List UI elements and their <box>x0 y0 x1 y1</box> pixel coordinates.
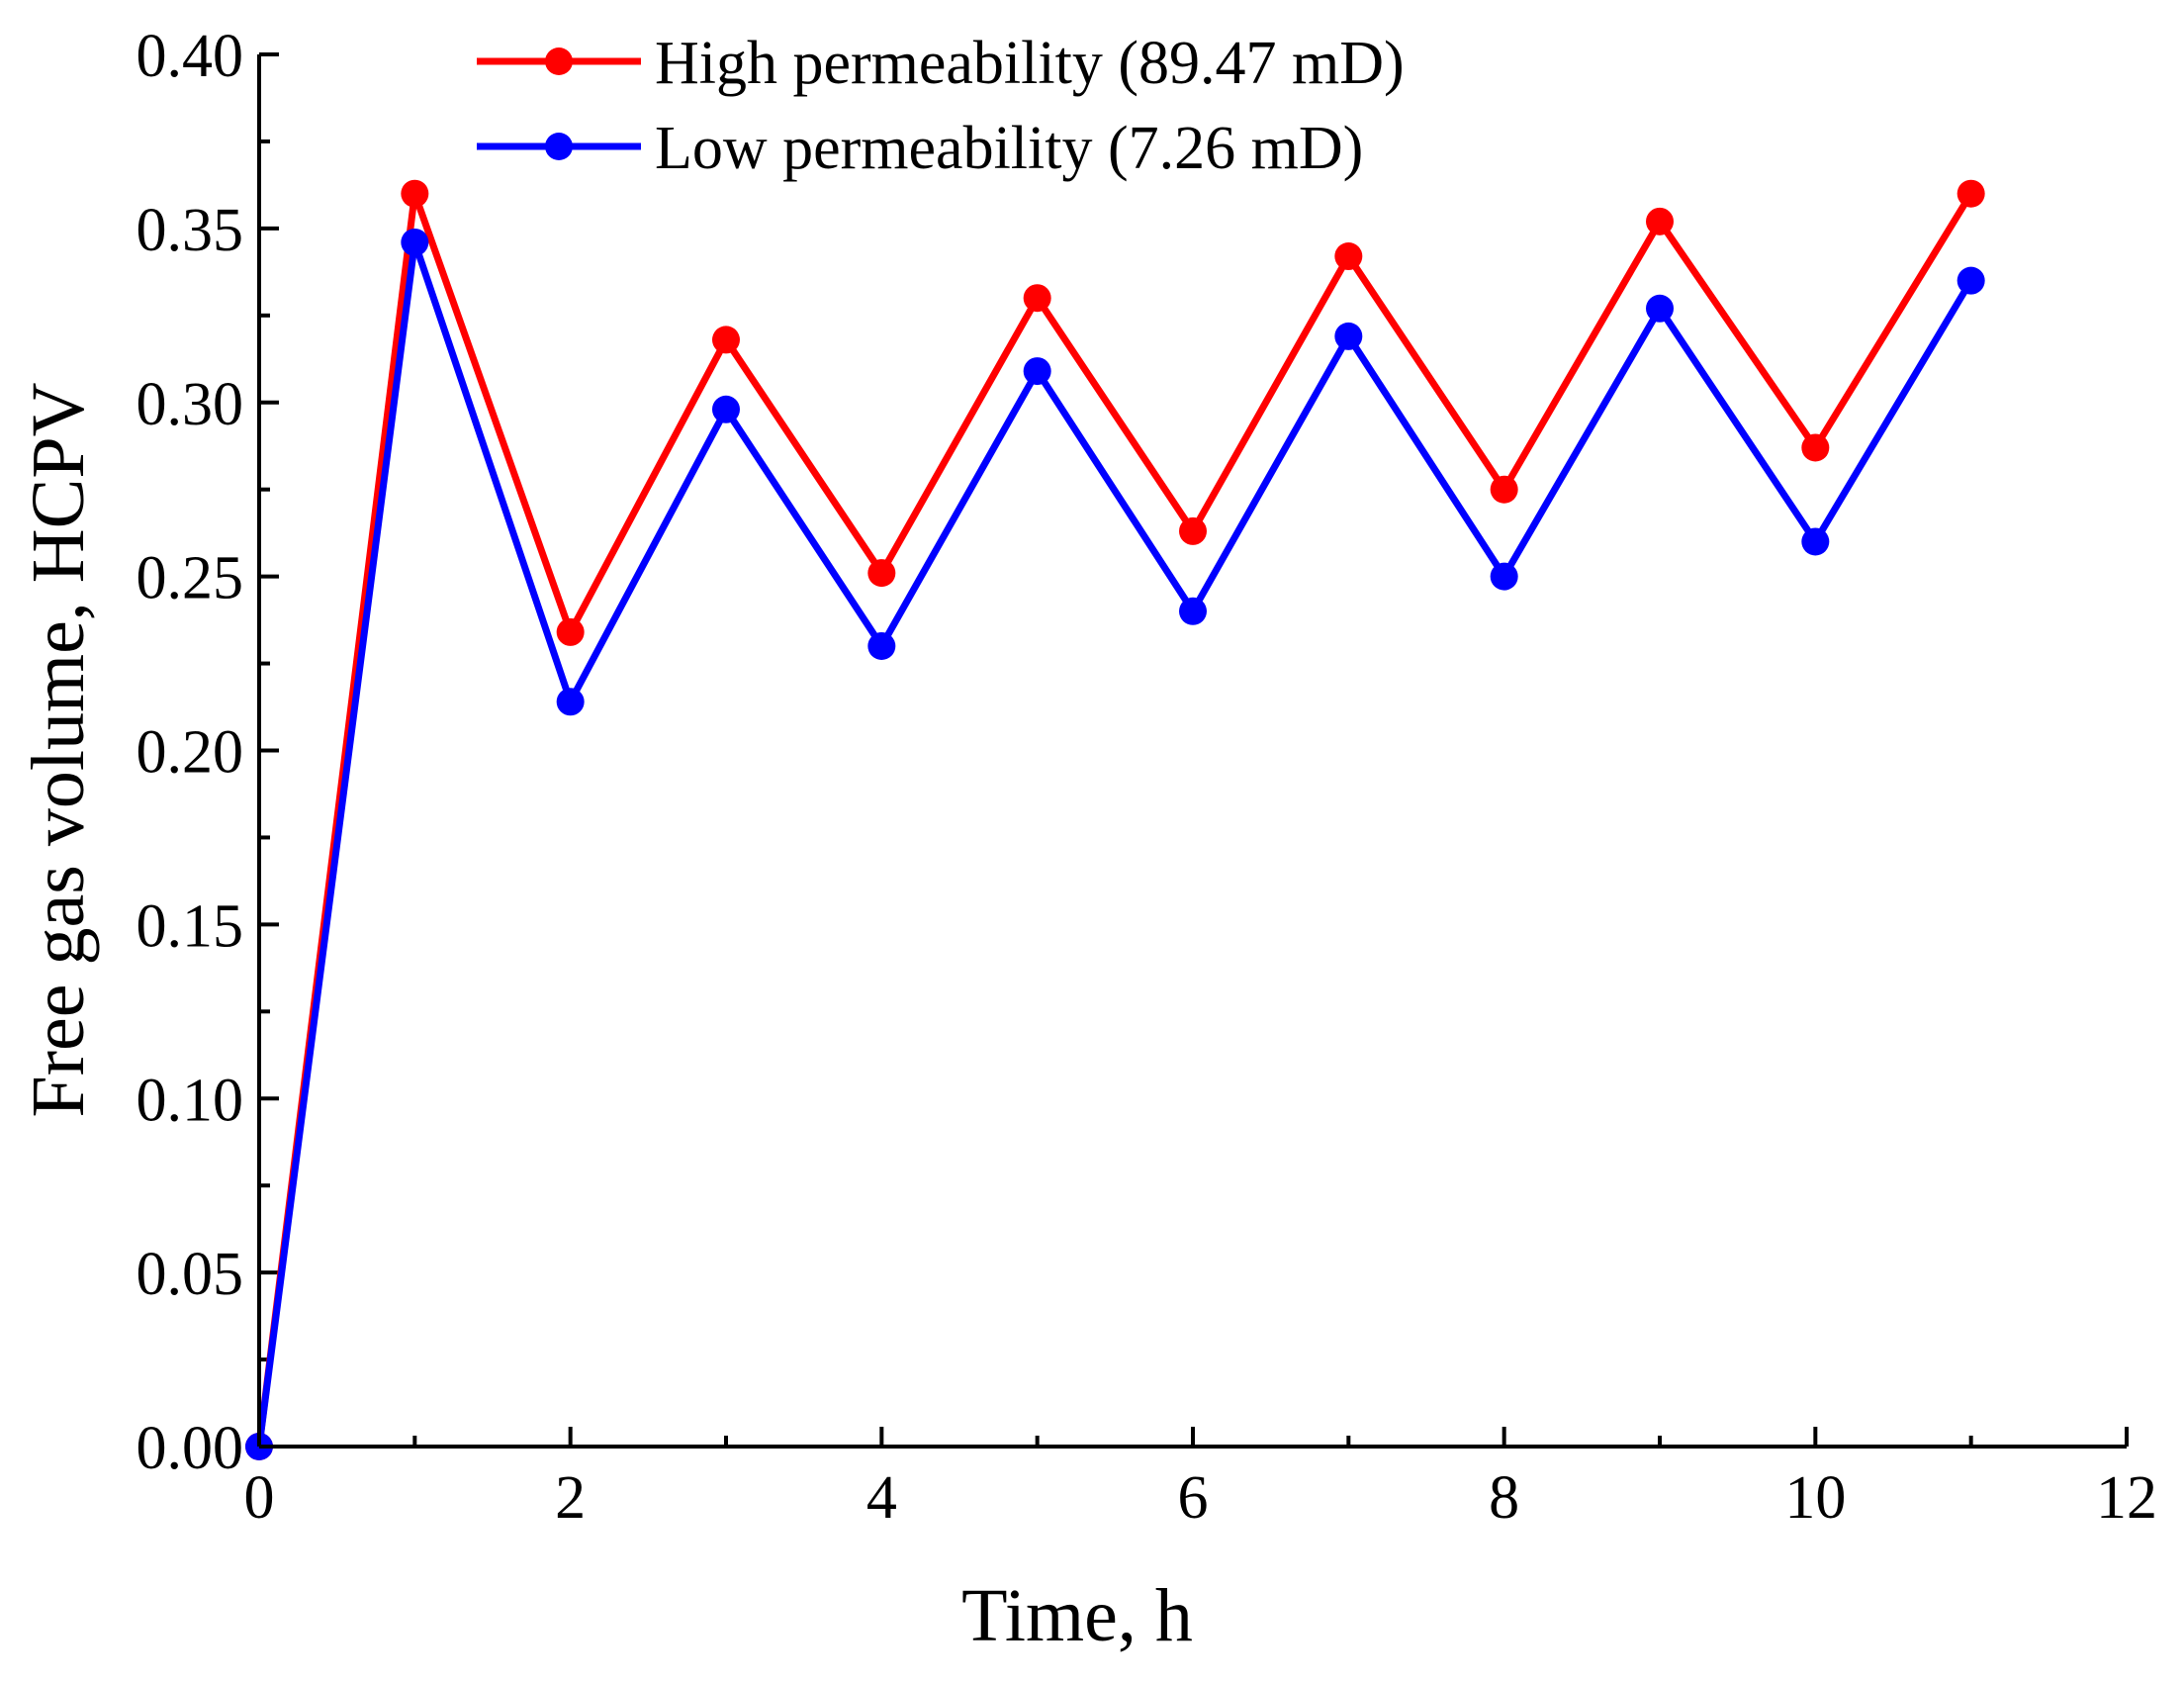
x-tick-label: 10 <box>1784 1464 1846 1532</box>
legend: High permeability (89.47 mD) Low permeabi… <box>477 30 1405 182</box>
x-axis-title: Time, h <box>961 1574 1193 1657</box>
x-tick-label: 2 <box>555 1464 586 1532</box>
y-tick-label: 0.05 <box>136 1241 244 1308</box>
y-tick-label: 0.00 <box>136 1415 244 1482</box>
x-tick-label: 0 <box>244 1464 275 1532</box>
low-permeability-point <box>1334 322 1363 350</box>
high-permeability-point <box>1023 284 1051 313</box>
x-tick-label: 8 <box>1489 1464 1519 1532</box>
y-tick-label: 0.20 <box>136 719 244 787</box>
y-tick-label: 0.10 <box>136 1067 244 1134</box>
high-permeability-line <box>255 191 1974 1448</box>
low-permeability-point <box>1179 597 1207 625</box>
x-tick-label: 12 <box>2096 1464 2157 1532</box>
high-permeability-point <box>1956 179 1985 208</box>
y-tick-label: 0.30 <box>136 371 244 438</box>
high-permeability-point <box>556 617 585 646</box>
high-permeability-point <box>1490 475 1518 504</box>
legend-low-permeability-marker <box>545 133 573 160</box>
low-permeability-point <box>1490 562 1518 591</box>
low-permeability-point <box>1801 527 1830 556</box>
x-tick-label: 6 <box>1178 1464 1209 1532</box>
legend-high-permeability-marker <box>545 47 573 75</box>
low-permeability-point <box>1956 266 1985 295</box>
high-permeability-point <box>867 559 896 588</box>
series-layer <box>245 179 1985 1460</box>
low-permeability-point <box>1023 357 1051 386</box>
high-permeability-point <box>1179 516 1207 545</box>
low-permeability-line <box>255 240 1974 1448</box>
low-permeability-point <box>867 631 896 660</box>
low-permeability-point <box>1646 294 1674 323</box>
high-permeability-point <box>712 326 740 354</box>
low-permeability-point <box>556 688 585 716</box>
y-tick-label: 0.25 <box>136 545 244 612</box>
high-permeability-point <box>1334 242 1363 271</box>
y-tick-label: 0.35 <box>136 197 244 264</box>
low-permeability-point <box>712 395 740 423</box>
ticks-layer: 0 2 4 6 8 10 12 0.00 0.05 0.10 0.15 0.20 0.25 0.30 0.3… <box>136 23 2158 1532</box>
legend-low-permeability-label: Low permeability (7.26 mD) <box>655 115 1363 182</box>
high-permeability-point <box>401 179 429 208</box>
low-permeability-point <box>401 228 429 256</box>
x-tick-label: 4 <box>866 1464 897 1532</box>
y-axis-title: Free gas volume, HCPV <box>17 382 100 1117</box>
high-permeability-point <box>1646 207 1674 235</box>
y-tick-label: 0.40 <box>136 23 244 90</box>
high-permeability-point <box>1801 433 1830 462</box>
y-tick-label: 0.15 <box>136 892 244 960</box>
legend-high-permeability-label: High permeability (89.47 mD) <box>655 30 1405 97</box>
